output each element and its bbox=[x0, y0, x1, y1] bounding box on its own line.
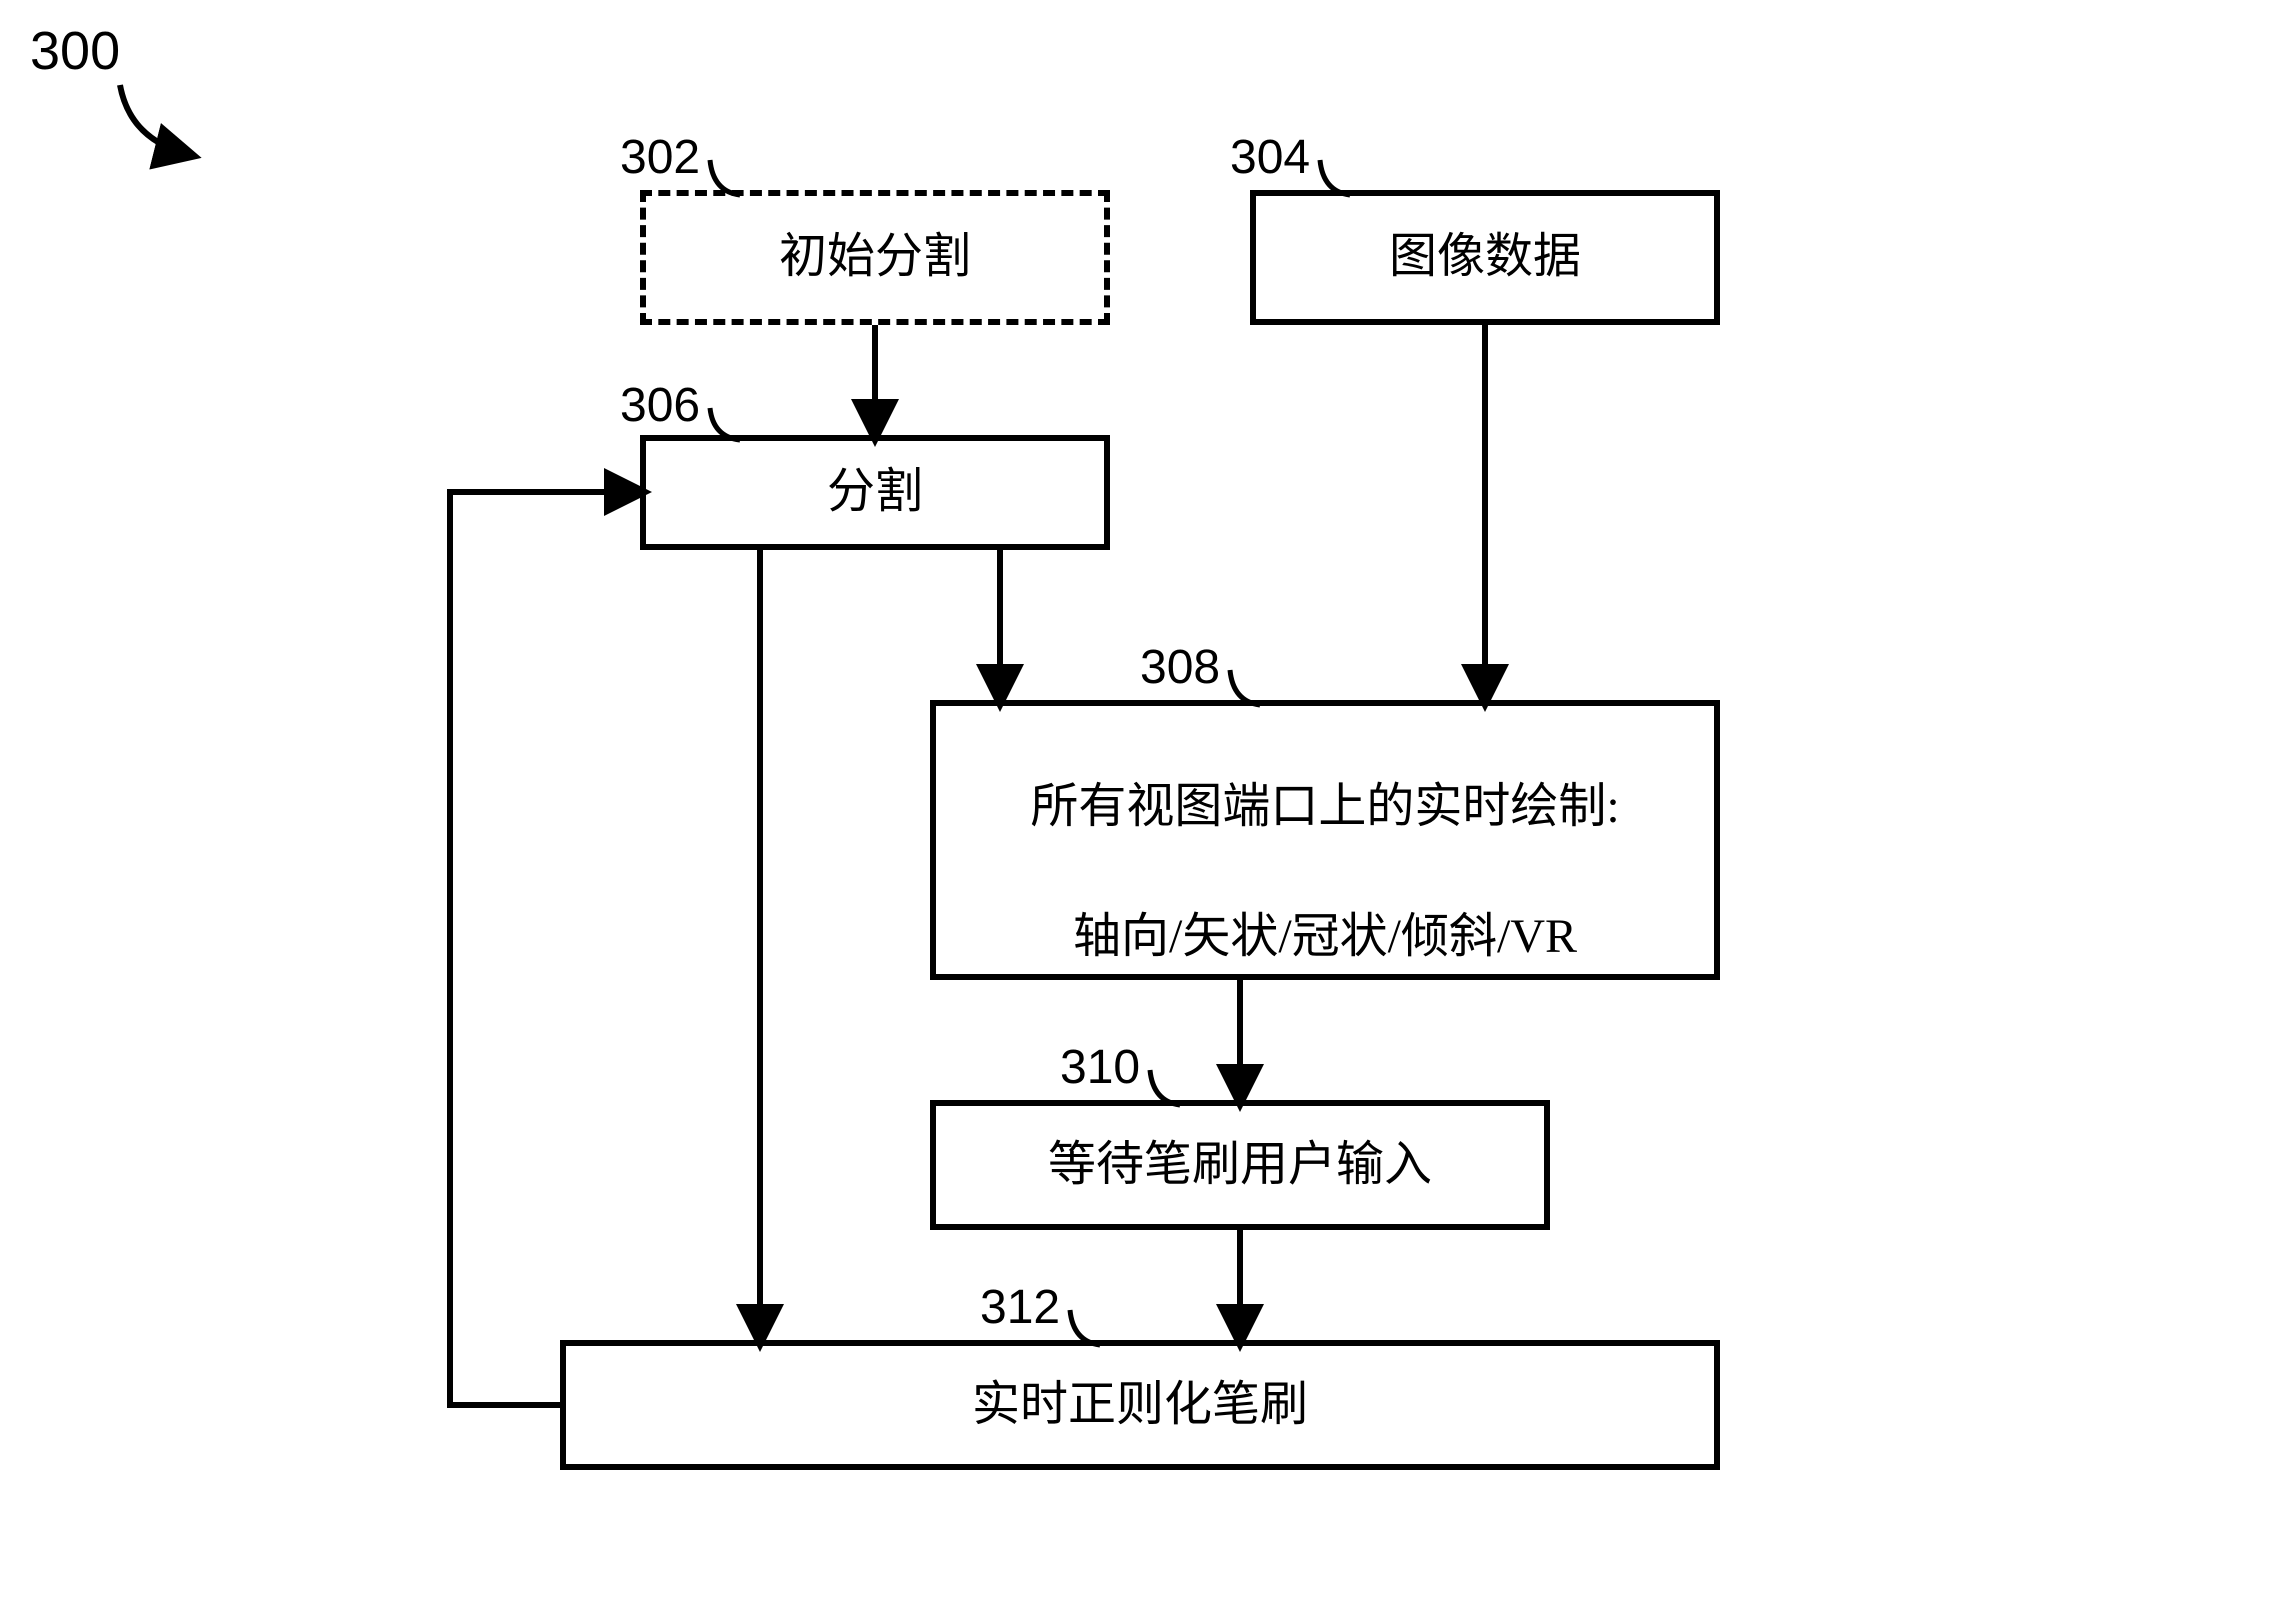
ref-pointer-306 bbox=[710, 408, 740, 440]
ref-pointer-302 bbox=[710, 160, 740, 195]
ref-pointer-304 bbox=[1320, 160, 1350, 195]
edge-feedback-312-306 bbox=[450, 492, 640, 1405]
ref-pointer-310 bbox=[1150, 1070, 1180, 1105]
ref-pointer-312 bbox=[1070, 1310, 1100, 1345]
ref-pointer-308 bbox=[1230, 670, 1260, 705]
flowchart-canvas: 300 初始分割 302 图像数据 304 分割 306 所有视图端口上的实时绘… bbox=[0, 0, 2281, 1601]
edges-layer bbox=[0, 0, 2281, 1601]
